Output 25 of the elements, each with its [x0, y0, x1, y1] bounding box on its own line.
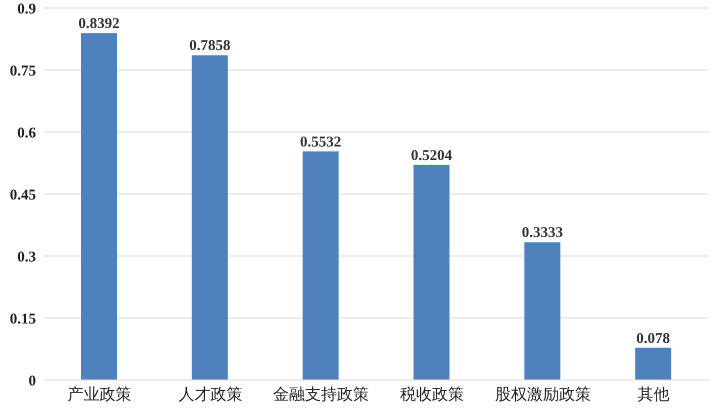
data-label: 0.8392 [78, 16, 120, 32]
data-label: 0.3333 [522, 225, 563, 242]
x-tick-label: 税收政策 [400, 385, 464, 404]
bar [635, 348, 672, 380]
data-label: 0.7858 [189, 38, 230, 54]
y-tick-label: 0.45 [10, 187, 36, 204]
data-label: 0.5532 [300, 134, 342, 150]
x-tick-label: 人才政策 [178, 385, 242, 404]
y-tick-label: 0.75 [10, 63, 36, 80]
y-tick-label: 0 [28, 373, 36, 390]
y-tick-label: 0.9 [17, 1, 36, 18]
bar [524, 242, 560, 380]
bar [302, 151, 339, 380]
y-tick-label: 0.6 [17, 125, 36, 142]
bar [81, 33, 117, 380]
data-label: 0.078 [636, 330, 670, 347]
data-label: 0.5204 [410, 148, 453, 164]
y-tick-label: 0.15 [10, 311, 36, 328]
x-tick-label: 产业政策 [67, 385, 132, 404]
x-tick-label: 股权激励政策 [494, 385, 591, 404]
y-tick-label: 0.3 [17, 249, 36, 266]
x-tick-label: 其他 [638, 385, 670, 404]
bar [192, 55, 228, 380]
bar [414, 164, 450, 380]
x-tick-label: 金融支持政策 [273, 385, 370, 404]
